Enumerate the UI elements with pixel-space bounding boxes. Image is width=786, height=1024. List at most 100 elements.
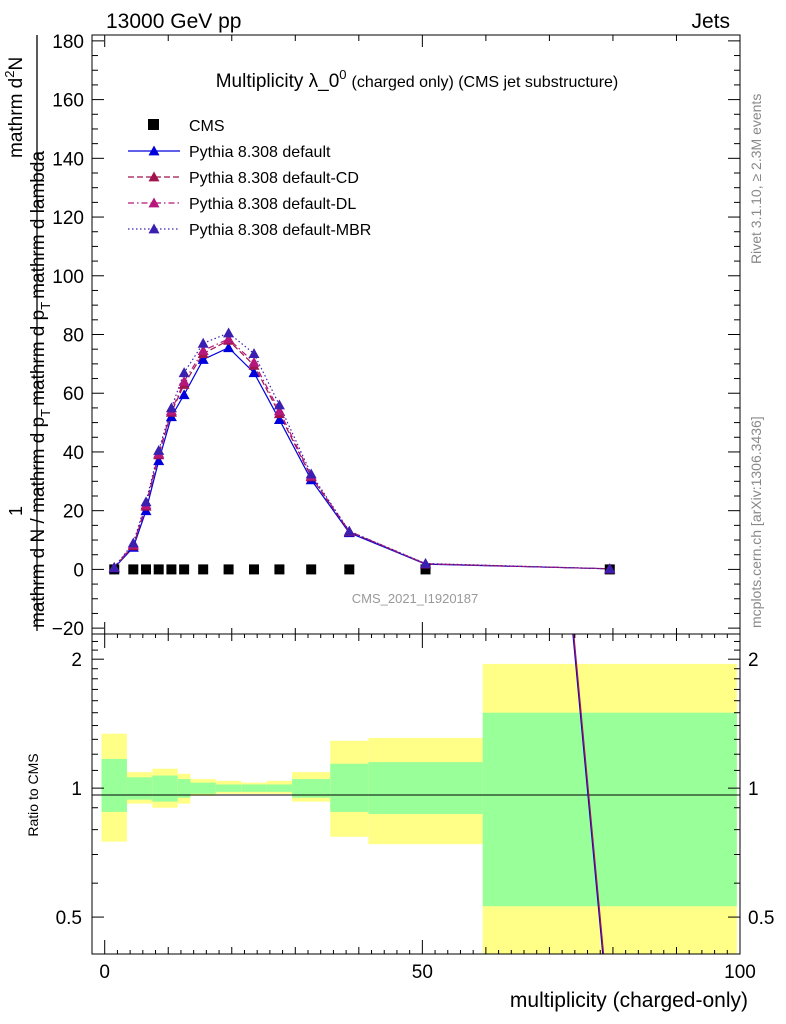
- ylabel-denominator: mathrm d N / mathrm d p: [28, 417, 49, 628]
- y-tick-label: 100: [52, 267, 84, 288]
- mc-marker: [223, 327, 235, 338]
- mc-marker: [248, 367, 260, 378]
- ratio-inner-band: [266, 784, 293, 792]
- ratio-bands: [101, 663, 737, 954]
- cms-data-point: [198, 564, 209, 575]
- ratio-lines: [572, 633, 605, 955]
- legend-swatch-marker: [148, 145, 160, 156]
- chart-subtitle: (charged only) (CMS jet substructure): [352, 74, 619, 91]
- mc-marker: [165, 402, 177, 413]
- legend-entry: Pythia 8.308 default-DL: [189, 196, 356, 213]
- ylabel-one: 1: [6, 506, 26, 516]
- ratio-y-tick-label-right: 0.5: [748, 908, 774, 929]
- mc-marker: [273, 405, 285, 416]
- ratio-y-tick-label: 0.5: [56, 908, 82, 929]
- ratio-inner-band: [215, 784, 242, 792]
- legend-swatch: [148, 119, 159, 130]
- main-axis-ticks: −20 0 20 40 60 80 100 120 140 160 180: [52, 32, 741, 640]
- ratio-y-tick-label-right: 2: [748, 650, 759, 671]
- cms-data-point: [306, 564, 317, 575]
- legend-entry: Pythia 8.308 default-CD: [189, 170, 359, 187]
- mc-marker: [197, 337, 209, 348]
- ratio-axis-ticks: 0.5 0.5 1 1 2 2 0 50 100: [56, 634, 774, 983]
- legend-swatch-marker: [148, 223, 160, 234]
- mc-marker: [223, 333, 235, 344]
- y-axis-label: 1 mathrm d N / mathrm d pTmathrm d pTmat…: [2, 57, 53, 628]
- cms-data-point: [223, 564, 234, 575]
- mc-marker: [223, 342, 235, 353]
- ylabel-numerator: mathrm d: [6, 78, 27, 158]
- cms-data-point: [420, 564, 431, 575]
- series-line-pythia-8-308-default-dl: [113, 338, 610, 570]
- main-data: [108, 327, 616, 575]
- mc-marker: [178, 367, 190, 378]
- mc-marker: [197, 345, 209, 356]
- ratio-y-label: Ratio to CMS: [25, 753, 41, 836]
- main-panel: −20 0 20 40 60 80 100 120 140 160 180 Multiplicity…: [2, 32, 741, 640]
- mc-marker: [197, 353, 209, 364]
- cms-data-point: [166, 564, 177, 575]
- legend: CMS Pythia 8.308 default Pythia 8.308 defa…: [128, 118, 371, 239]
- ylabel-num-sup: 2: [2, 71, 17, 78]
- mc-marker: [273, 399, 285, 410]
- header-left: 13000 GeV pp: [106, 10, 241, 33]
- y-tick-label: 120: [52, 208, 84, 229]
- ratio-inner-band: [241, 784, 267, 792]
- ratio-y-tick-label: 2: [71, 650, 82, 671]
- chart-title: Multiplicity λ_00 (charged only) (CMS jet…: [216, 67, 619, 92]
- mc-marker: [420, 558, 432, 568]
- series-line-pythia-8-308-default-cd: [113, 339, 610, 570]
- ratio-inner-band: [368, 762, 483, 815]
- ratio-inner-band: [482, 712, 737, 907]
- mc-marker: [248, 356, 260, 367]
- ylabel-den-sub: T: [38, 409, 53, 417]
- ylabel-den-end: mathrm d lambda: [28, 151, 49, 299]
- series-line-pythia-8-308-default-mbr: [113, 332, 610, 570]
- y-tick-label: 80: [63, 326, 84, 347]
- legend-swatch-marker: [148, 197, 160, 208]
- mc-marker: [140, 496, 152, 507]
- cms-data-point: [249, 564, 259, 575]
- ylabel-den-rest: mathrm d p: [28, 310, 49, 406]
- x-tick-label: 0: [99, 962, 110, 983]
- ratio-inner-band: [152, 775, 178, 802]
- mc-marker: [108, 561, 120, 572]
- y-tick-label: 60: [63, 384, 84, 405]
- ratio-inner-band: [101, 758, 127, 812]
- y-tick-label: 40: [63, 443, 84, 464]
- mc-marker: [305, 468, 317, 479]
- x-tick-label: 50: [412, 962, 433, 983]
- legend-swatch-marker: [148, 171, 160, 182]
- ratio-inner-band: [292, 779, 331, 798]
- ratio-curve: [572, 633, 604, 955]
- ylabel-num-end: N: [6, 57, 27, 71]
- y-tick-label: 0: [73, 560, 84, 581]
- ratio-curve: [573, 633, 605, 955]
- header-right: Jets: [691, 10, 730, 33]
- ylabel-den-sub2: T: [38, 302, 53, 310]
- y-tick-label: 140: [52, 149, 84, 170]
- y-tick-label: −20: [52, 619, 84, 640]
- cms-data-point: [153, 564, 164, 575]
- rivet-version-label: Rivet 3.1.10, ≥ 2.3M events: [748, 94, 764, 264]
- cms-data-point: [344, 564, 355, 575]
- mc-marker: [153, 455, 165, 466]
- ratio-inner-band: [177, 779, 191, 798]
- x-tick-label: 100: [724, 962, 756, 983]
- legend-entry: Pythia 8.308 default: [189, 144, 331, 161]
- series-line-pythia-8-308-default: [113, 346, 610, 570]
- ratio-inner-band: [330, 763, 369, 812]
- mc-marker: [343, 525, 355, 536]
- mc-marker: [153, 444, 165, 455]
- x-axis-label: multiplicity (charged-only): [510, 989, 748, 1012]
- y-tick-label: 20: [63, 502, 84, 523]
- y-tick-label: 180: [52, 32, 84, 53]
- ratio-y-tick-label-right: 1: [748, 779, 759, 800]
- mcplots-label: mcplots.cern.ch [arXiv:1306.3436]: [748, 416, 764, 628]
- y-tick-label: 160: [52, 91, 84, 112]
- cms-data-point: [128, 564, 139, 575]
- mc-marker: [248, 348, 260, 358]
- watermark: CMS_2021_I1920187: [352, 591, 479, 606]
- ratio-inner-band: [126, 777, 153, 800]
